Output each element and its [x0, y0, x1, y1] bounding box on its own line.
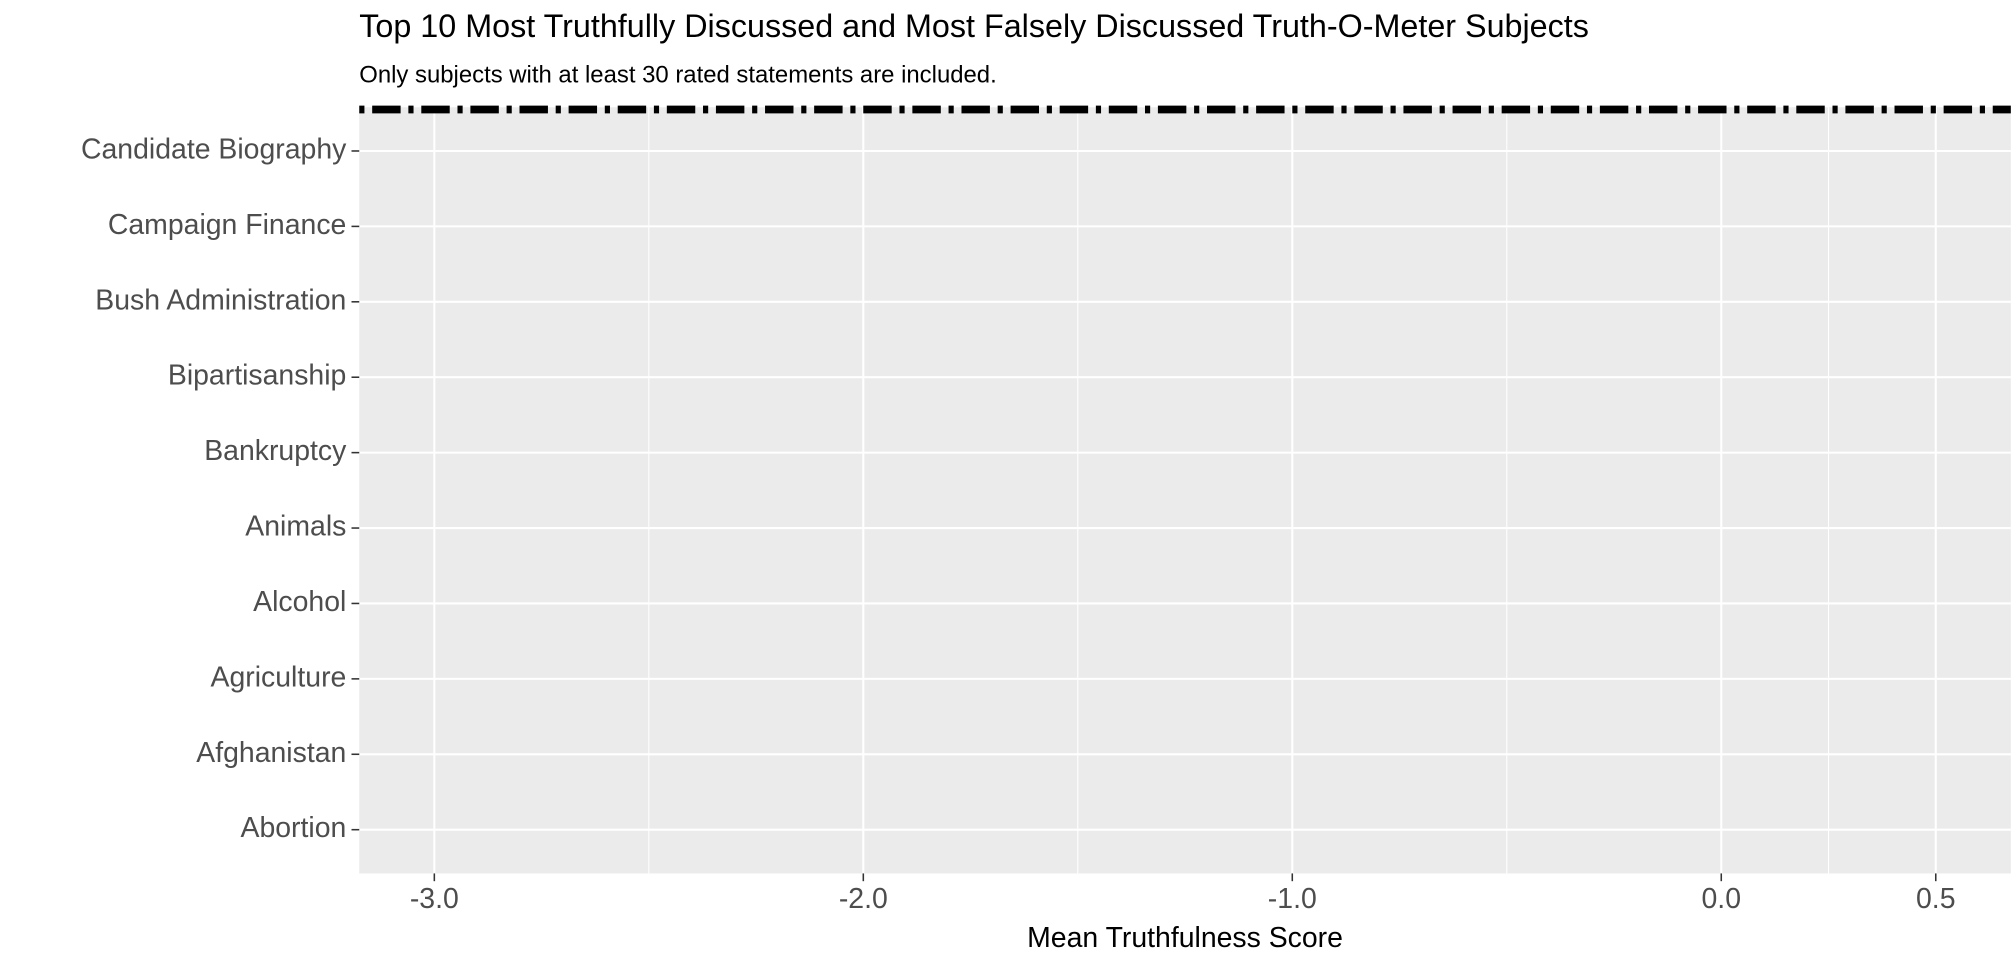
y-tick-label: Bankruptcy	[204, 435, 347, 467]
y-tick-label: Campaign Finance	[108, 209, 346, 241]
x-tick-label: -1.0	[1268, 883, 1317, 915]
x-tick-label: 0.5	[1916, 883, 1956, 915]
y-tick-label: Alcohol	[253, 586, 346, 618]
y-tick-label: Agriculture	[211, 661, 347, 693]
y-tick-label: Bipartisanship	[168, 360, 346, 392]
y-tick-label: Bush Administration	[95, 284, 346, 316]
y-tick-label: Abortion	[241, 812, 347, 844]
chart-title: Top 10 Most Truthfully Discussed and Mos…	[359, 8, 1589, 44]
x-axis-label: Mean Truthfulness Score	[1027, 922, 1343, 954]
x-tick-label: -2.0	[839, 883, 888, 915]
x-tick-label: -3.0	[410, 883, 459, 915]
y-tick-label: Afghanistan	[196, 737, 346, 769]
x-tick-label: 0.0	[1702, 883, 1742, 915]
chart-subtitle: Only subjects with at least 30 rated sta…	[359, 62, 996, 89]
y-tick-label: Candidate Biography	[81, 133, 347, 165]
y-tick-label: Animals	[245, 511, 346, 543]
panel	[359, 107, 2011, 874]
